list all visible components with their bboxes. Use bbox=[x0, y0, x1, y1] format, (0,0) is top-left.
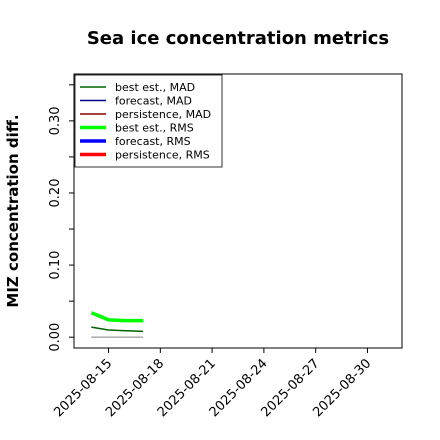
x-axis: 2025-08-152025-08-182025-08-212025-08-24… bbox=[51, 348, 374, 420]
y-axis-label: MIZ concentration diff. bbox=[4, 114, 22, 307]
series-line-0 bbox=[91, 326, 144, 333]
y-axis: 0.00 0.10 0.20 0.30 bbox=[48, 84, 74, 352]
series-line-3 bbox=[90, 311, 144, 323]
y-tick-label: 0.00 bbox=[48, 323, 63, 352]
plot-frame bbox=[73, 73, 403, 349]
legend-label-2: persistence, MAD bbox=[115, 108, 211, 121]
legend-box bbox=[74, 74, 223, 168]
legend-label-0: best est., MAD bbox=[115, 81, 195, 94]
legend-label-1: forecast, MAD bbox=[115, 95, 192, 108]
chart-title: Sea ice concentration metrics bbox=[87, 28, 389, 49]
y-tick-label: 0.30 bbox=[48, 106, 63, 135]
legend-label-5: persistence, RMS bbox=[115, 149, 210, 162]
legend-label-3: best est., RMS bbox=[115, 122, 194, 135]
y-tick-label: 0.20 bbox=[48, 179, 63, 208]
plot-area bbox=[90, 311, 144, 338]
y-tick-label: 0.10 bbox=[48, 251, 63, 280]
legend-label-4: forecast, RMS bbox=[115, 135, 191, 148]
